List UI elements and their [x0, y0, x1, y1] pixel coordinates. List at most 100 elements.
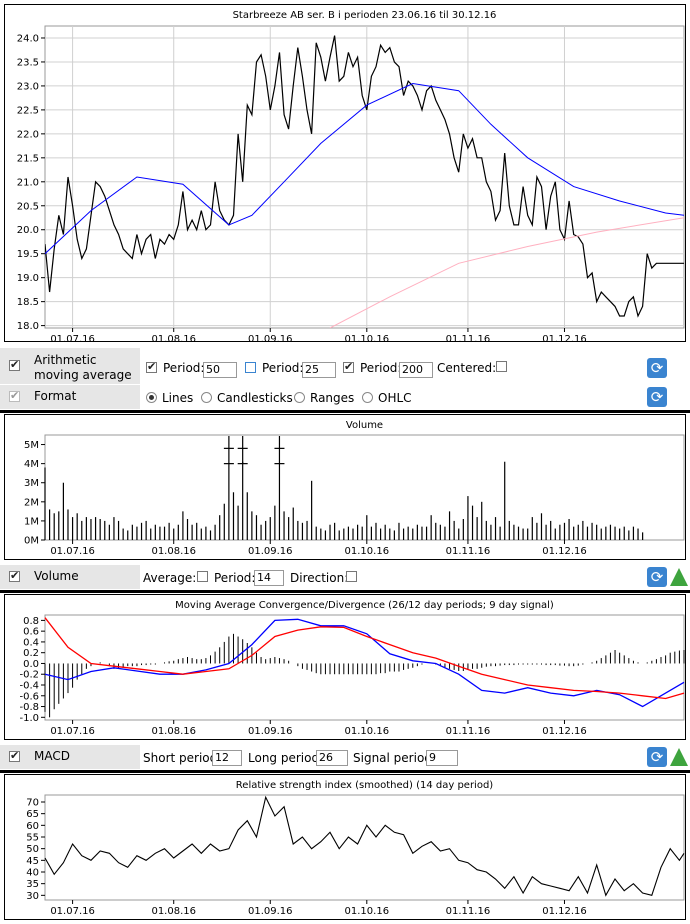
- sma-refresh-icon[interactable]: ⟳: [647, 358, 667, 378]
- format-ohlc-label: OHLC: [378, 391, 412, 405]
- volume-refresh-icon[interactable]: ⟳: [647, 567, 667, 587]
- y-tick-label: 0.8: [23, 616, 39, 627]
- x-tick-label: 01.07.16: [50, 906, 95, 917]
- y-tick-label: 3M: [24, 478, 39, 489]
- y-tick-label: 19.5: [17, 249, 39, 260]
- macd-line: [44, 618, 685, 708]
- sma-period2-checkbox[interactable]: [245, 362, 256, 373]
- macd-signal-input[interactable]: 9: [426, 750, 458, 766]
- divider: [0, 410, 690, 413]
- volume-direction-checkbox[interactable]: [346, 571, 357, 582]
- y-tick-label: 20.5: [17, 201, 39, 212]
- format-lines-label: Lines: [162, 391, 194, 405]
- x-tick-label: 01.11.16: [446, 334, 491, 341]
- volume-average-label: Average:: [143, 571, 197, 585]
- format-ranges-label: Ranges: [310, 391, 355, 405]
- plot-area: [44, 794, 685, 901]
- y-tick-label: 65: [26, 809, 39, 820]
- volume-period-label: Period:: [214, 571, 256, 585]
- format-ohlc-radio[interactable]: [362, 392, 373, 403]
- sma-period1-input[interactable]: 50: [203, 362, 237, 378]
- volume-average-checkbox[interactable]: [197, 571, 208, 582]
- x-tick-label: 01.10.16: [345, 546, 390, 557]
- chart-title: Volume: [346, 420, 383, 431]
- format-refresh-icon[interactable]: ⟳: [647, 387, 667, 407]
- y-tick-label: 22.5: [17, 105, 39, 116]
- signal-line: [44, 617, 685, 700]
- rsi-chart-panel: Relative strength index (smoothed) (14 d…: [4, 774, 686, 920]
- y-tick-label: 0.4: [23, 637, 39, 648]
- x-tick-label: 01.12.16: [542, 334, 587, 341]
- price-chart-panel: Starbreeze AB ser. B i perioden 23.06.16…: [4, 4, 686, 342]
- sma-label-cell: Arithmetic moving average: [0, 348, 140, 384]
- x-tick-label: 01.08.16: [151, 906, 196, 917]
- y-tick-label: 45: [26, 856, 39, 867]
- rsi-chart: Relative strength index (smoothed) (14 d…: [26, 780, 685, 917]
- chart-title: Relative strength index (smoothed) (14 d…: [236, 780, 494, 791]
- volume-label: Volume: [34, 569, 79, 583]
- y-tick-label: 35: [26, 879, 39, 890]
- x-tick-label: 01.09.16: [248, 726, 293, 737]
- chart-title: Starbreeze AB ser. B i perioden 23.06.16…: [233, 10, 497, 21]
- x-tick-label: 01.07.16: [50, 334, 95, 341]
- macd-controls: MACD Short period: 12 Long period: 26 Si…: [0, 745, 690, 769]
- macd-chart: Moving Average Convergence/Divergence (2…: [19, 600, 685, 737]
- sma-period3-input[interactable]: 200: [399, 362, 433, 378]
- y-tick-label: 23.0: [17, 81, 39, 92]
- sma-period3-checkbox[interactable]: [343, 360, 354, 373]
- y-tick-label: 21.5: [17, 153, 39, 164]
- y-tick-label: 40: [26, 868, 39, 879]
- price-chart: Starbreeze AB ser. B i perioden 23.06.16…: [17, 10, 685, 341]
- macd-toggle-checkbox[interactable]: [9, 749, 20, 762]
- sma-period2-input[interactable]: 25: [302, 362, 336, 378]
- y-tick-label: 5M: [24, 440, 39, 451]
- y-tick-label: 0.2: [23, 648, 39, 659]
- sma-centered-checkbox[interactable]: [496, 361, 507, 372]
- macd-short-input[interactable]: 12: [212, 750, 242, 766]
- y-tick-label: 50: [26, 844, 39, 855]
- y-tick-label: -1.0: [19, 713, 39, 724]
- y-tick-label: 21.0: [17, 177, 39, 188]
- sma-period1-checkbox[interactable]: [146, 360, 157, 373]
- volume-toggle-checkbox[interactable]: [9, 569, 20, 582]
- y-tick-label: 30: [26, 891, 39, 902]
- y-tick-label: 70: [26, 798, 39, 809]
- y-tick-label: 22.0: [17, 129, 39, 140]
- y-tick-label: -0.8: [19, 702, 39, 713]
- x-tick-label: 01.12.16: [542, 906, 587, 917]
- plot-area: [44, 25, 685, 329]
- x-tick-label: 01.08.16: [151, 726, 196, 737]
- y-tick-label: 1M: [24, 516, 39, 527]
- y-tick-label: -0.4: [19, 681, 39, 692]
- y-tick-label: 19.0: [17, 273, 39, 284]
- x-tick-label: 01.09.16: [248, 546, 293, 557]
- sma-toggle-checkbox[interactable]: [9, 358, 20, 371]
- x-tick-label: 01.10.16: [345, 726, 390, 737]
- divider: [0, 770, 690, 773]
- y-tick-label: 24.0: [17, 33, 39, 44]
- sma-period1-label: Period:: [163, 361, 205, 375]
- macd-long-input[interactable]: 26: [316, 750, 348, 766]
- format-candlesticks-label: Candlesticks: [217, 391, 293, 405]
- y-tick-label: 0.6: [23, 627, 39, 638]
- macd-refresh-icon[interactable]: ⟳: [647, 747, 667, 767]
- macd-up-icon[interactable]: [670, 748, 688, 766]
- price-line: [45, 35, 684, 318]
- divider: [0, 590, 690, 593]
- sma-label: Arithmetic moving average: [34, 353, 132, 382]
- format-candlesticks-radio[interactable]: [201, 392, 212, 403]
- macd-label: MACD: [34, 749, 70, 763]
- x-tick-label: 01.07.16: [50, 726, 95, 737]
- y-tick-label: 60: [26, 821, 39, 832]
- format-toggle-checkbox[interactable]: [9, 389, 20, 402]
- volume-period-input[interactable]: 14: [254, 570, 284, 586]
- volume-up-icon[interactable]: [670, 568, 688, 586]
- format-ranges-radio[interactable]: [294, 392, 305, 403]
- x-tick-label: 01.09.16: [248, 906, 293, 917]
- macd-signal-label: Signal period:: [353, 751, 436, 765]
- volume-chart-panel: Volume 5M 4M 3M 2M 1M 0M 01.07.16 01.08.16 01.09.…: [4, 414, 686, 560]
- x-tick-label: 01.11.16: [446, 906, 491, 917]
- x-tick-label: 01.10.16: [345, 906, 390, 917]
- macd-long-label: Long period:: [248, 751, 324, 765]
- format-lines-radio[interactable]: [146, 392, 157, 403]
